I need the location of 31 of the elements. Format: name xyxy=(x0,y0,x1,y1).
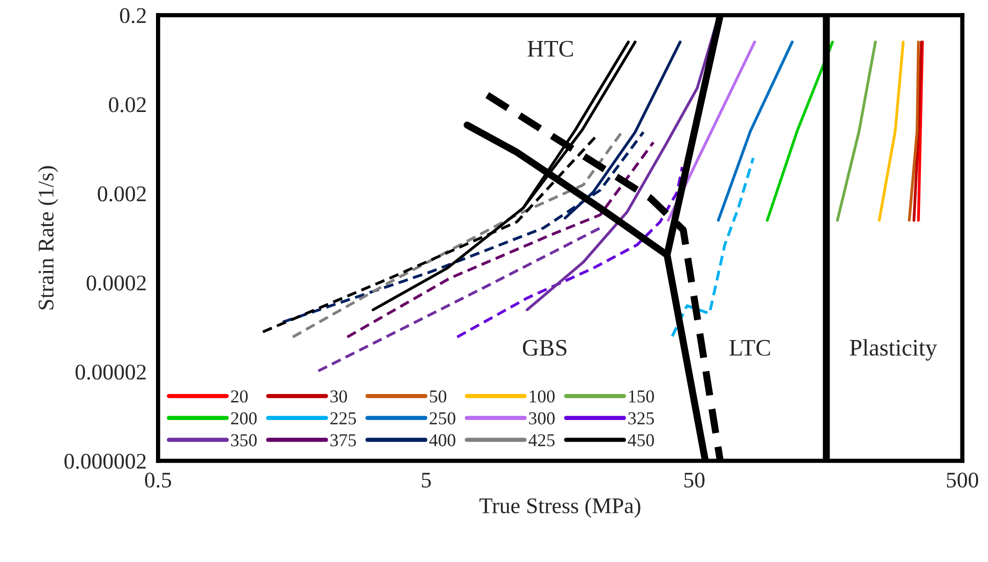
legend-label: 425 xyxy=(528,434,555,446)
y-tick-label: 0.00002 xyxy=(76,364,146,380)
y-tick-label: 0.000002 xyxy=(64,454,146,469)
y-tick-label: 0.2 xyxy=(120,8,146,24)
y-tick-label: 0.02 xyxy=(108,97,146,112)
y-axis-title: Strain Rate (1/s) xyxy=(38,166,58,310)
legend-label: 20 xyxy=(231,390,248,403)
legend-label: 350 xyxy=(231,434,257,446)
x-tick-label: 5 xyxy=(422,472,431,488)
legend-label: 30 xyxy=(330,390,347,403)
legend-label: 250 xyxy=(430,412,456,424)
legend-label: 400 xyxy=(429,434,456,446)
legend-label: 300 xyxy=(529,412,555,424)
legend-label: 200 xyxy=(231,412,257,424)
y-tick-label: 0.002 xyxy=(98,186,146,202)
legend-label: 100 xyxy=(530,390,555,403)
legend-label: 375 xyxy=(330,434,356,446)
annotation: Plasticity xyxy=(850,339,937,361)
legend-label: 150 xyxy=(629,390,654,403)
x-tick-label: 50 xyxy=(684,472,704,488)
legend-label: 50 xyxy=(430,390,446,403)
annotation: LTC xyxy=(729,340,770,356)
x-tick-label: 500 xyxy=(946,472,978,488)
y-tick-label: 0.0002 xyxy=(86,276,146,291)
annotation: GBS xyxy=(522,340,566,356)
x-tick-label: 0.5 xyxy=(145,472,172,488)
legend-label: 450 xyxy=(628,434,654,446)
legend-label: 225 xyxy=(330,412,356,424)
annotation: HTC xyxy=(528,40,573,57)
x-axis-title: True Stress (MPa) xyxy=(480,498,640,518)
legend-label: 325 xyxy=(628,412,654,424)
